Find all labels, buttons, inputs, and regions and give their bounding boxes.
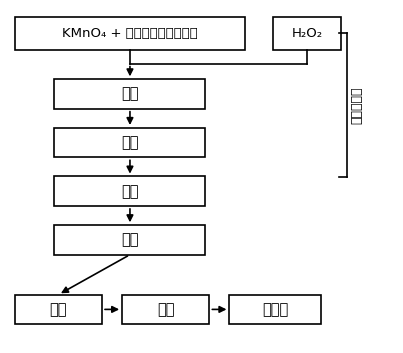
Text: KMnO₄ + 金属盐（或无机酸）: KMnO₄ + 金属盐（或无机酸）: [62, 27, 198, 40]
Text: 室温条件下: 室温条件下: [351, 86, 364, 124]
Text: 焙烧: 焙烧: [157, 302, 174, 317]
Text: 烘干: 烘干: [50, 302, 67, 317]
Bar: [15, 295, 102, 324]
Bar: [54, 128, 206, 157]
Bar: [54, 79, 206, 109]
Bar: [273, 17, 341, 50]
Bar: [15, 17, 245, 50]
Bar: [122, 295, 210, 324]
Text: 洗洤: 洗洤: [121, 232, 139, 247]
Text: 过滤: 过滤: [121, 184, 139, 199]
Text: 催化剂: 催化剂: [262, 302, 288, 317]
Text: H₂O₂: H₂O₂: [291, 27, 322, 40]
Bar: [54, 176, 206, 206]
Bar: [229, 295, 321, 324]
Text: 老化: 老化: [121, 135, 139, 150]
Text: 沉淠: 沉淠: [121, 86, 139, 101]
Bar: [54, 225, 206, 255]
